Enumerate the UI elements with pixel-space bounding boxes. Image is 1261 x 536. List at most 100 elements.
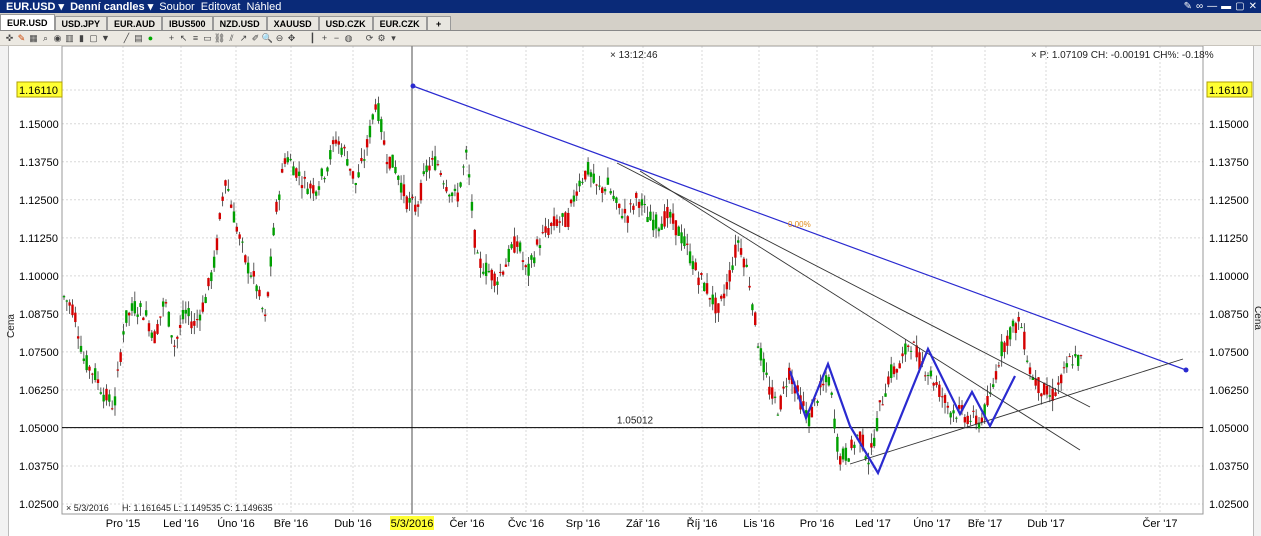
- candle-up: [507, 248, 510, 263]
- candle-up: [844, 447, 848, 461]
- candle-down: [788, 367, 791, 380]
- tab-usd-czk[interactable]: USD.CZK: [318, 16, 373, 30]
- candle-down: [312, 185, 315, 194]
- link-icon[interactable]: ∞: [1196, 1, 1204, 12]
- menu-file[interactable]: Soubor: [159, 0, 195, 13]
- pen-icon[interactable]: ✐: [251, 32, 260, 43]
- x-cursor-date-box: [390, 516, 434, 530]
- interval-selector[interactable]: Denní candles ▾: [70, 1, 154, 13]
- tab-nzd-usd[interactable]: NZD.USD: [212, 16, 267, 30]
- candle-up: [198, 314, 202, 321]
- candle-down: [1023, 331, 1026, 350]
- candle-up: [144, 310, 148, 316]
- y-tick-label-left: 1.13750: [19, 157, 59, 169]
- link-icon[interactable]: ⛓: [213, 32, 226, 43]
- candle-up: [578, 180, 581, 187]
- candle-up: [737, 240, 740, 243]
- bar-icon[interactable]: ▮: [79, 32, 84, 43]
- candle-up: [816, 401, 819, 403]
- candle-down: [303, 176, 306, 179]
- candle-down: [501, 271, 505, 275]
- candle-up: [130, 303, 134, 311]
- bar-chart-icon[interactable]: ▤: [134, 32, 143, 43]
- arrow-icon[interactable]: ↗: [239, 32, 248, 43]
- candle-down: [771, 387, 774, 399]
- minimize-icon[interactable]: ▬: [1221, 1, 1232, 12]
- crosshair-icon[interactable]: ✜: [5, 32, 14, 43]
- candle-up: [652, 219, 655, 231]
- pencil-icon[interactable]: ✎: [17, 32, 26, 43]
- bars-icon[interactable]: ▥: [65, 32, 74, 43]
- vert-line-icon[interactable]: ┃: [309, 32, 316, 43]
- candle-up: [683, 236, 686, 247]
- fib-icon[interactable]: ≡: [192, 33, 199, 43]
- footer-hlc: H: 1.161645 L: 1.149535 C: 1.149635: [122, 503, 273, 513]
- tab-ibus500[interactable]: IBUS500: [162, 16, 213, 30]
- candle-down: [918, 352, 921, 370]
- zoom-icon[interactable]: ⌕: [42, 32, 49, 43]
- tab-eur-aud[interactable]: EUR.AUD: [107, 16, 163, 30]
- candle-up: [241, 241, 244, 243]
- candle-down: [810, 406, 814, 418]
- pin-icon[interactable]: —: [1207, 1, 1218, 12]
- candle-up: [847, 458, 850, 462]
- candle-down: [697, 277, 700, 286]
- line-icon[interactable]: ╱: [123, 32, 130, 43]
- menu-edit[interactable]: Editovat: [200, 0, 241, 13]
- candle-up: [983, 404, 986, 418]
- main-downtrend-line: [412, 85, 1187, 371]
- menu-view[interactable]: Náhled: [246, 0, 282, 13]
- candle-down: [1006, 335, 1009, 346]
- square-icon[interactable]: ▢: [89, 32, 98, 43]
- cursor-icon[interactable]: ↖: [179, 32, 188, 43]
- add-tab-button[interactable]: +: [426, 16, 451, 30]
- refresh-icon[interactable]: ⟳: [365, 32, 374, 43]
- candle-up: [615, 197, 618, 203]
- candle-up: [1071, 364, 1074, 366]
- magnify-icon[interactable]: 🔍: [261, 32, 274, 43]
- symbol-selector[interactable]: EUR.USD ▾: [6, 1, 65, 13]
- tab-eur-usd[interactable]: EUR.USD: [0, 14, 55, 30]
- candle-up: [357, 172, 360, 178]
- green-circle-icon[interactable]: ●: [147, 33, 154, 43]
- magnify-minus-icon[interactable]: ⊖: [275, 32, 284, 43]
- candle-down: [402, 184, 406, 197]
- candle-up: [807, 413, 811, 427]
- tab-usd-jpy[interactable]: USD.JPY: [54, 16, 108, 30]
- price-chart[interactable]: 1.05012 0.00% 1.16110 1.16110 1.15000 1.150…: [0, 46, 1261, 536]
- tab-eur-czk[interactable]: EUR.CZK: [372, 16, 427, 30]
- candle-down: [215, 238, 219, 251]
- pan-icon[interactable]: ✥: [287, 32, 296, 43]
- color-icon[interactable]: ◉: [53, 32, 62, 43]
- grid-icon[interactable]: ▦: [29, 32, 38, 43]
- channel-line-upper: [616, 162, 1091, 408]
- candle-down: [626, 216, 629, 223]
- candle-up: [482, 271, 485, 274]
- dropdown-icon[interactable]: ▾: [391, 32, 396, 43]
- wrench-icon[interactable]: ✎: [1183, 1, 1193, 12]
- maximize-icon[interactable]: ▢: [1235, 1, 1245, 12]
- channel-icon[interactable]: ⫽: [229, 32, 234, 43]
- candle-up: [1076, 354, 1080, 366]
- candle-up: [425, 165, 428, 173]
- candle-up: [765, 372, 768, 375]
- y-tick-label-right: 1.05000: [1209, 423, 1249, 435]
- candle-down: [360, 158, 363, 162]
- minus-icon[interactable]: −: [333, 33, 340, 43]
- candle-up: [487, 270, 491, 273]
- down-arrow-icon[interactable]: ▼: [101, 33, 110, 43]
- plus-icon[interactable]: +: [321, 33, 328, 43]
- close-icon[interactable]: ✕: [1248, 1, 1257, 12]
- candle-up: [340, 147, 343, 155]
- candle-down: [935, 382, 938, 386]
- settings-icon[interactable]: ⚙: [377, 32, 386, 43]
- globe-icon[interactable]: ◍: [344, 32, 353, 43]
- trend-lines: 0.00%: [410, 83, 1189, 476]
- candle-up: [467, 174, 471, 178]
- candle-up: [688, 251, 692, 264]
- tab-xauusd[interactable]: XAUUSD: [266, 16, 319, 30]
- cross-icon[interactable]: +: [168, 33, 175, 43]
- candle-down: [156, 324, 159, 334]
- y-tick-label-right: 1.13750: [1209, 157, 1249, 169]
- rect-icon[interactable]: ▭: [203, 32, 212, 43]
